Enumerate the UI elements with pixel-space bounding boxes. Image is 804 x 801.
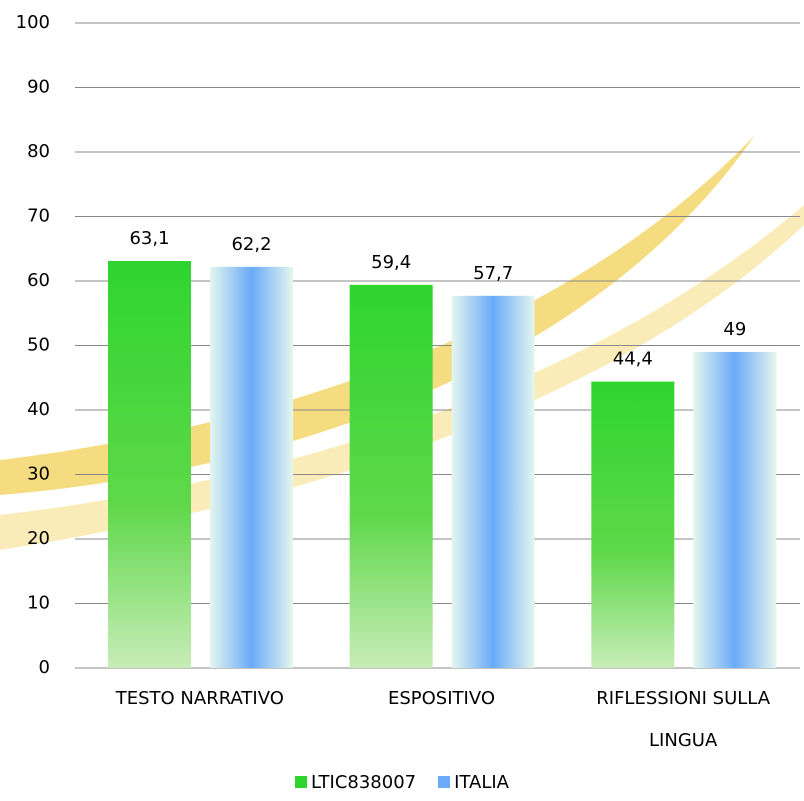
y-tick-label: 10 — [27, 593, 50, 614]
x-tick-label: ESPOSITIVO — [332, 678, 552, 720]
y-tick-label: 50 — [27, 335, 50, 356]
x-tick-label: RIFLESSIONI SULLA LINGUA — [573, 678, 793, 762]
y-tick-label: 60 — [27, 270, 50, 291]
y-tick-label: 20 — [27, 528, 50, 549]
bar — [693, 352, 776, 668]
y-tick-label: 40 — [27, 399, 50, 420]
value-label: 57,7 — [473, 263, 513, 284]
value-label: 44,4 — [613, 349, 653, 370]
legend: LTIC838007 ITALIA — [0, 772, 804, 793]
legend-swatch — [295, 776, 307, 788]
legend-label: ITALIA — [454, 772, 509, 793]
bar — [591, 382, 674, 668]
value-label: 49 — [723, 319, 746, 340]
bar — [210, 267, 293, 668]
legend-label: LTIC838007 — [311, 772, 416, 793]
bar — [108, 261, 191, 668]
bar — [452, 296, 535, 668]
y-tick-label: 30 — [27, 464, 50, 485]
y-tick-label: 70 — [27, 206, 50, 227]
legend-item: ITALIA — [438, 772, 509, 793]
legend-swatch — [438, 776, 450, 788]
y-tick-label: 0 — [39, 657, 50, 678]
x-tick-label: TESTO NARRATIVO — [90, 678, 310, 720]
bar — [350, 285, 433, 668]
value-label: 59,4 — [371, 252, 411, 273]
y-tick-label: 100 — [16, 12, 50, 33]
legend-item: LTIC838007 — [295, 772, 416, 793]
y-tick-label: 80 — [27, 141, 50, 162]
y-tick-label: 90 — [27, 77, 50, 98]
value-label: 63,1 — [129, 228, 169, 249]
value-label: 62,2 — [231, 234, 271, 255]
chart: 0 10 20 30 40 50 60 70 80 90 100 63,1 62,2 59,4 57,7 44… — [0, 0, 804, 801]
